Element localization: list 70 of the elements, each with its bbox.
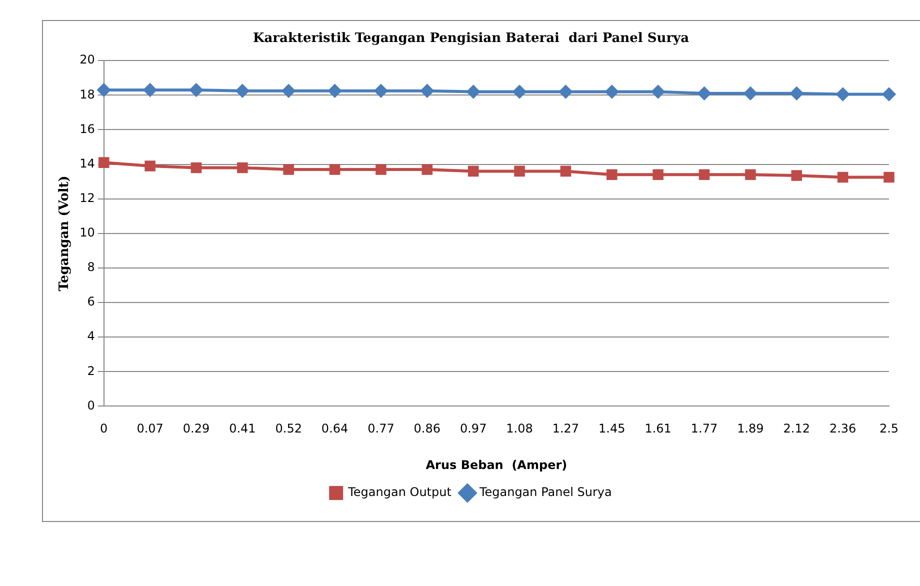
y-tick-label: 20 xyxy=(80,52,95,67)
y-tick-label: 18 xyxy=(80,87,95,102)
y-tick-label: 16 xyxy=(80,122,95,136)
x-tick-label: 0 xyxy=(100,422,108,436)
x-tick-label: 0.86 xyxy=(414,422,441,436)
point xyxy=(190,162,202,174)
x-tick-label: 0.64 xyxy=(321,422,348,436)
legend-label: Tegangan Panel Surya xyxy=(478,485,612,500)
point xyxy=(236,84,249,98)
point xyxy=(836,88,850,101)
y-tick-label: 4 xyxy=(87,329,95,344)
point xyxy=(237,162,248,174)
x-tick-label: 2.36 xyxy=(829,422,856,436)
x-tick-label: 0.41 xyxy=(229,422,256,436)
x-tick-label: 0.07 xyxy=(136,422,164,436)
x-tick-label: 0.52 xyxy=(275,422,302,436)
point xyxy=(745,169,756,180)
point xyxy=(466,85,480,98)
point xyxy=(468,166,479,177)
point xyxy=(190,83,203,96)
y-tick-label: 8 xyxy=(87,260,95,274)
point xyxy=(698,86,711,100)
point xyxy=(884,172,894,183)
x-tick-label: 2.12 xyxy=(783,422,810,436)
x-tick-label: 1.89 xyxy=(737,422,764,436)
point xyxy=(605,85,618,98)
x-tick-label: 1.77 xyxy=(690,422,718,436)
legend-label: Tegangan Output xyxy=(347,485,452,500)
point xyxy=(837,172,848,183)
x-tick-label: 1.08 xyxy=(506,422,533,436)
point xyxy=(514,166,525,177)
y-tick-label: 12 xyxy=(80,190,95,205)
x-tick-label: 1.61 xyxy=(644,422,672,436)
point xyxy=(790,86,804,100)
point xyxy=(328,84,342,98)
point xyxy=(698,169,710,180)
point xyxy=(652,85,665,98)
y-tick-label: 14 xyxy=(80,156,95,170)
point xyxy=(652,169,664,180)
x-tick-label: 0.77 xyxy=(368,422,394,436)
point xyxy=(791,170,802,181)
y-tick-label: 0 xyxy=(87,398,95,412)
point xyxy=(144,83,157,96)
x-tick-label: 2.5 xyxy=(879,422,899,436)
point xyxy=(882,88,896,101)
x-tick-label: 0.97 xyxy=(460,422,487,436)
x-axis-title: Arus Beban (Amper) xyxy=(426,458,568,472)
point xyxy=(559,85,572,98)
point xyxy=(560,166,572,177)
point xyxy=(144,160,156,172)
point xyxy=(283,164,294,175)
point xyxy=(329,164,340,175)
point xyxy=(98,157,110,168)
y-axis-title: Tegangan (Volt) xyxy=(57,176,72,292)
point xyxy=(606,169,618,180)
chart-title: Karakteristik Tegangan Pengisian Baterai dari Panel Surya xyxy=(252,31,690,46)
point xyxy=(376,164,386,175)
point xyxy=(422,164,433,175)
x-tick-label: 1.45 xyxy=(598,422,626,436)
point xyxy=(420,84,434,98)
x-tick-label: 0.29 xyxy=(182,422,210,436)
point xyxy=(513,85,526,98)
y-tick-label: 6 xyxy=(87,294,95,309)
y-tick-label: 2 xyxy=(87,364,95,378)
point xyxy=(97,83,110,96)
y-tick-label: 10 xyxy=(80,226,95,240)
point xyxy=(282,84,296,98)
x-tick-label: 1.27 xyxy=(552,422,580,436)
point xyxy=(744,86,757,100)
point xyxy=(374,84,388,98)
